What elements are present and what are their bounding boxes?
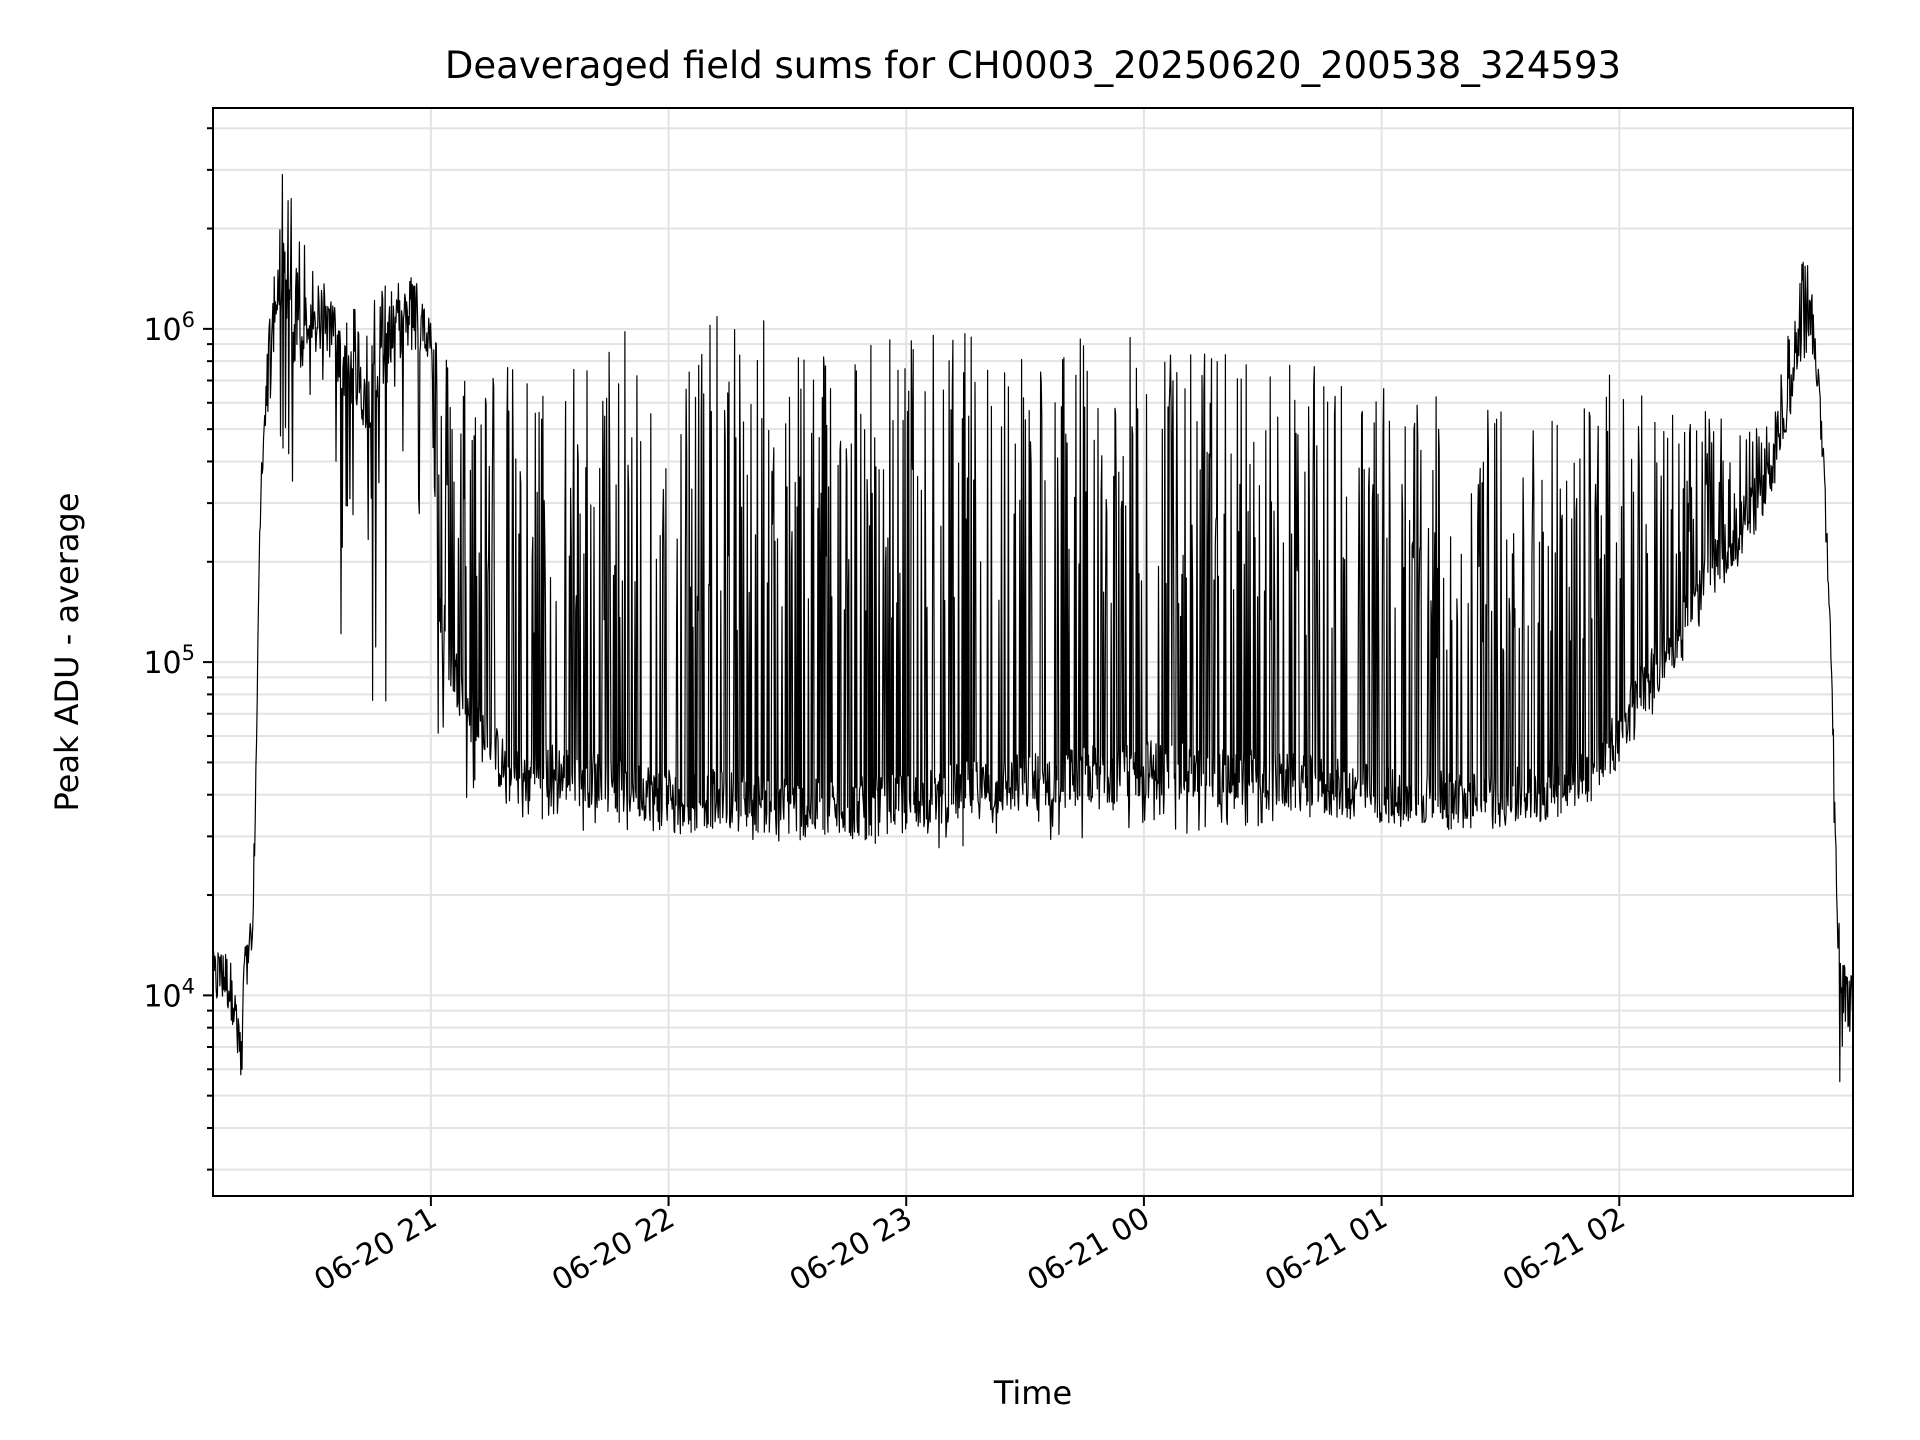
y-tick-label: 106 (143, 308, 195, 348)
x-tick-label: 06-20 21 (309, 1201, 443, 1299)
series-line-layer (212, 173, 1854, 1083)
x-tick-label: 06-20 22 (546, 1201, 680, 1299)
plot-frame (212, 107, 1854, 1197)
x-tick-label: 06-21 00 (1022, 1201, 1156, 1299)
chart-title: Deaveraged field sums for CH0003_2025062… (445, 44, 1621, 87)
x-tick-label: 06-21 01 (1259, 1201, 1393, 1299)
y-tick-label: 104 (143, 974, 195, 1014)
x-tick-label: 06-21 02 (1497, 1201, 1631, 1299)
x-axis-label: Time (993, 1374, 1072, 1412)
x-tick-label: 06-20 23 (784, 1201, 918, 1299)
y-tick-label: 105 (143, 641, 195, 681)
series-line (212, 173, 1854, 1083)
y-axis-label: Peak ADU - average (48, 493, 86, 812)
